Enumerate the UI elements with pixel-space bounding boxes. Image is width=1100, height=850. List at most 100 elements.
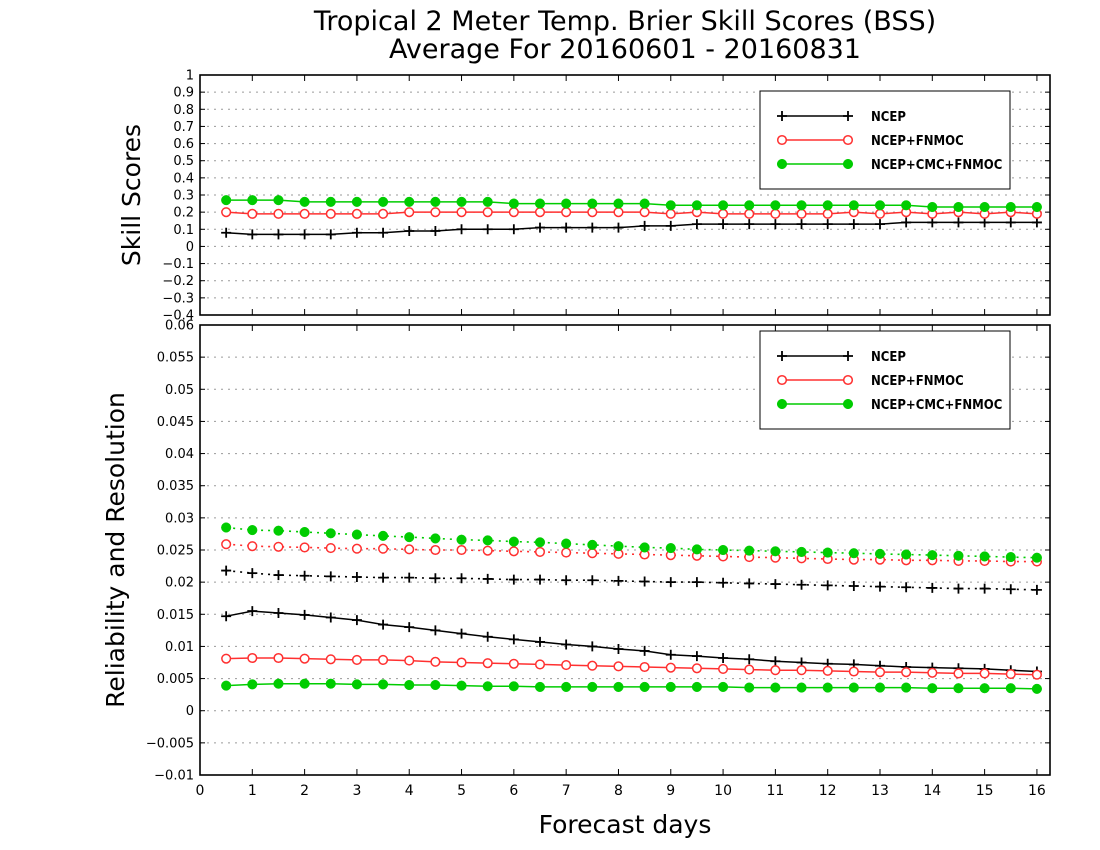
bottom-ncep-fnmoc-dotted-point	[273, 541, 284, 552]
bottom-ncep-cmc-fnmoc-dotted-point	[378, 530, 389, 541]
bottom-ncep-cmc-fnmoc-dotted-point	[351, 529, 362, 540]
x-tick-label: 10	[714, 783, 732, 799]
bottom-legend-label-ncep-fnmoc: NCEP+FNMOC	[871, 374, 964, 389]
bottom-ncep-cmc-fnmoc-dotted-point	[639, 542, 650, 553]
bottom-ncep-point	[770, 656, 781, 667]
top-plot-frame	[199, 74, 1051, 316]
bottom-ncep-point	[587, 641, 598, 652]
bottom-ncep-cmc-fnmoc-dotted-point	[273, 525, 284, 536]
bottom-y-tick-label: 0.015	[157, 608, 194, 623]
bottom-ncep-cmc-fnmoc-point	[901, 682, 912, 693]
top-ncep-cmc-fnmoc-point	[901, 200, 912, 211]
chart-title-line1: Tropical 2 Meter Temp. Brier Skill Score…	[313, 6, 936, 37]
top-ncep-cmc-fnmoc-point	[796, 200, 807, 211]
bottom-ncep-cmc-fnmoc-dotted-point	[587, 539, 598, 550]
bottom-ncep-cmc-fnmoc-dotted-point	[1031, 552, 1042, 563]
top-ncep-fnmoc-point	[325, 208, 336, 219]
top-ncep-point	[561, 222, 572, 233]
top-ncep-point	[796, 219, 807, 230]
x-tick-label: 16	[1028, 783, 1046, 799]
bottom-ncep-fnmoc-point	[770, 665, 781, 676]
top-y-tick-label: 0.6	[173, 137, 194, 152]
top-ncep-cmc-fnmoc-point	[247, 195, 258, 206]
bottom-ncep-dotted-point	[1031, 584, 1042, 595]
bottom-ncep-cmc-fnmoc-dotted-point	[456, 534, 467, 545]
bottom-ncep-cmc-fnmoc-point	[848, 682, 859, 693]
top-ncep-point	[927, 217, 938, 228]
bottom-legend: NCEP NCEP+FNMOC NCEP+CMC+FNMOC	[759, 330, 1011, 430]
bottom-ncep-point	[430, 625, 441, 636]
bottom-ncep-cmc-fnmoc-dotted-point	[979, 551, 990, 562]
bottom-ncep-point	[325, 612, 336, 623]
top-ncep-fnmoc-point	[561, 207, 572, 218]
bottom-y-tick-label: 0.05	[165, 383, 194, 398]
bottom-ncep-fnmoc-point	[378, 654, 389, 665]
bottom-ncep-cmc-fnmoc-point	[456, 680, 467, 691]
bottom-ncep-cmc-fnmoc-point	[482, 681, 493, 692]
bottom-ncep-cmc-fnmoc-dotted-point	[534, 537, 546, 548]
bottom-ncep-cmc-fnmoc-dotted-point	[325, 528, 336, 539]
bottom-ncep-cmc-fnmoc-point	[221, 680, 232, 691]
top-ncep-point	[1031, 217, 1042, 228]
top-ncep-point	[744, 219, 755, 230]
bottom-ncep-fnmoc-dotted-point	[325, 543, 336, 554]
bottom-ncep-fnmoc-point	[979, 668, 990, 679]
bottom-ncep-fnmoc-dotted-point	[404, 544, 415, 555]
top-ncep-cmc-fnmoc-point	[587, 198, 598, 209]
x-tick-label: 1	[248, 783, 257, 799]
bottom-ncep-point	[404, 622, 415, 633]
bottom-ncep-fnmoc-point	[456, 657, 467, 668]
top-ncep-fnmoc-point	[718, 208, 729, 219]
bottom-y-tick-label: 0.055	[157, 351, 194, 366]
top-ncep-cmc-fnmoc-point	[299, 196, 310, 207]
bottom-ncep-fnmoc-dotted-line	[226, 543, 1037, 563]
bottom-ncep-fnmoc-point	[325, 654, 336, 665]
top-y-tick-label: 0.8	[173, 103, 194, 118]
top-ncep-point	[587, 222, 598, 233]
bottom-ncep-point	[482, 631, 493, 642]
bottom-ncep-fnmoc-point	[927, 667, 938, 678]
top-ncep-cmc-fnmoc-point	[430, 196, 441, 207]
top-ncep-cmc-fnmoc-point	[953, 201, 964, 213]
bottom-ncep-dotted-point	[744, 578, 755, 589]
bottom-ncep-point	[299, 609, 310, 620]
bottom-ncep-cmc-fnmoc-point	[718, 681, 729, 692]
x-tick-label: 4	[405, 783, 414, 799]
bottom-ncep-fnmoc-point	[508, 658, 519, 669]
bottom-ncep-point	[639, 645, 650, 656]
x-tick-label: 9	[666, 783, 675, 799]
bottom-ncep-dotted-point	[535, 574, 545, 585]
top-ncep-cmc-fnmoc-point	[744, 200, 755, 211]
bottom-ncep-point	[351, 615, 362, 626]
bottom-ncep-cmc-fnmoc-dotted-point	[901, 549, 912, 560]
bottom-ncep-cmc-fnmoc-dotted-point	[561, 538, 572, 549]
top-y-tick-label: −0.4	[162, 309, 194, 324]
bottom-ncep-cmc-fnmoc-point	[613, 681, 624, 692]
bottom-ncep-cmc-fnmoc-point	[1005, 683, 1016, 694]
bottom-ncep-line	[226, 610, 1037, 673]
bottom-legend-marker-ncep-fnmoc	[776, 374, 788, 386]
bottom-ncep-fnmoc-point	[534, 659, 546, 670]
top-legend-marker-ncep	[777, 111, 787, 121]
bottom-ncep-fnmoc-point	[718, 663, 729, 674]
top-ncep-point	[639, 220, 650, 231]
bottom-ncep-fnmoc-dotted-point	[299, 542, 310, 553]
bottom-ncep-dotted-point	[639, 576, 650, 587]
bottom-ncep-fnmoc-dotted-point	[247, 541, 258, 552]
bottom-ncep-point	[247, 606, 258, 617]
top-y-tick-label: 0.1	[173, 223, 194, 238]
top-ncep-point	[718, 219, 729, 230]
top-legend-marker-ncep-fnmoc	[776, 134, 788, 146]
x-tick-label: 5	[457, 783, 466, 799]
top-series-group	[221, 195, 1042, 240]
bottom-ncep-dotted-point	[665, 577, 676, 588]
top-ncep-cmc-fnmoc-point	[718, 200, 729, 211]
bottom-y-tick-label: 0.025	[157, 544, 194, 559]
bottom-ncep-fnmoc-dotted-point	[351, 543, 362, 554]
bottom-y-tick-label: 0.01	[165, 640, 194, 655]
bottom-ncep-dotted-point	[822, 580, 833, 591]
bottom-ncep-cmc-fnmoc-dotted-point	[691, 544, 702, 555]
bottom-ncep-fnmoc-point	[482, 658, 493, 669]
top-ncep-line	[226, 221, 1037, 236]
bottom-ncep-fnmoc-point	[822, 665, 833, 676]
